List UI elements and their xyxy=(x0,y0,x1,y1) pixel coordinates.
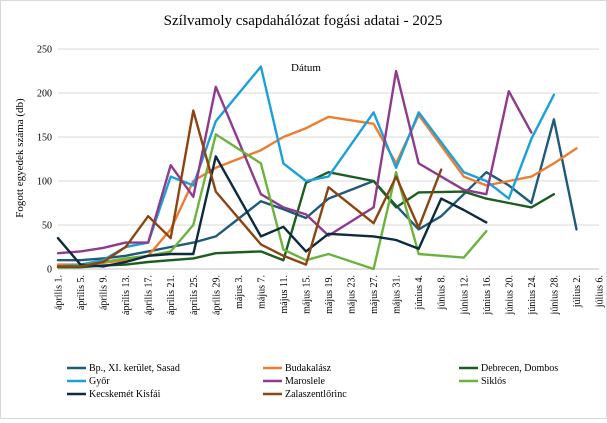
x-tick-label: május 19. xyxy=(324,275,335,314)
x-tick-label: július 6. xyxy=(595,275,606,308)
x-tick-label: május 11. xyxy=(279,275,290,314)
x-tick-label: április 13. xyxy=(121,275,132,315)
legend-label: Zalaszentlőrinc xyxy=(285,389,347,400)
x-tick-label: április 29. xyxy=(211,275,222,315)
x-tick-label: április 9. xyxy=(99,275,110,310)
y-axis-label: Fogott egyedek száma (db) xyxy=(14,98,26,218)
x-tick-label: április 25. xyxy=(189,275,200,315)
x-tick-label: június 4. xyxy=(414,275,425,310)
series-line-2 xyxy=(56,170,556,269)
y-tick-label: 150 xyxy=(37,133,52,144)
x-tick-label: május 15. xyxy=(301,275,312,314)
x-tick-label: június 24. xyxy=(527,275,538,315)
y-tick-label: 100 xyxy=(37,177,52,188)
legend-label: Maroslele xyxy=(285,376,326,387)
legend-label: Budakalász xyxy=(285,363,332,374)
y-tick-label: 250 xyxy=(37,45,52,56)
x-tick-label: május 7. xyxy=(256,275,267,309)
legend: Bp., XI. kerület, Sasad Budakalász Debrece… xyxy=(67,363,558,400)
x-tick-label: május 23. xyxy=(347,275,358,314)
x-tick-label: április 1. xyxy=(54,275,65,310)
series-line-4 xyxy=(56,69,533,255)
legend-label: Debrecen, Dombos xyxy=(481,363,558,374)
x-tick-label: május 27. xyxy=(369,275,380,314)
x-tick-label: április 21. xyxy=(166,275,177,315)
x-tick-label: június 8. xyxy=(437,275,448,310)
x-tick-label: július 2. xyxy=(572,275,583,308)
x-tick-label: június 16. xyxy=(482,275,493,315)
x-tick-label: június 20. xyxy=(504,275,515,315)
x-tick-label: május 31. xyxy=(392,275,403,314)
y-tick-label: 0 xyxy=(47,265,52,276)
legend-label: Bp., XI. kerület, Sasad xyxy=(89,363,180,374)
series-line-0 xyxy=(56,118,578,262)
series-line-7 xyxy=(56,109,443,268)
x-tick-label: április 17. xyxy=(144,275,155,315)
legend-label: Kecskemét Kisfái xyxy=(89,389,161,400)
series-line-5 xyxy=(56,133,488,271)
legend-label: Győr xyxy=(89,376,110,387)
series-line-3 xyxy=(56,65,556,268)
chart-title: Szílvamoly csapdahálózat fogási adatai -… xyxy=(164,13,443,29)
x-axis-ticks: április 1. április 5. április 9. április 13… xyxy=(54,275,606,315)
x-tick-label: június 28. xyxy=(549,275,560,315)
x-tick-label: május 3. xyxy=(234,275,245,309)
legend-label: Siklós xyxy=(481,376,506,387)
x-tick-label: április 5. xyxy=(76,275,87,310)
x-axis-label: Dátum xyxy=(291,62,321,74)
series-lines xyxy=(56,65,578,271)
series-line-6 xyxy=(56,155,488,268)
y-axis-ticks: 0 50 100 150 200 250 xyxy=(37,45,52,276)
y-tick-label: 50 xyxy=(42,221,52,232)
grid xyxy=(58,48,599,270)
y-tick-label: 200 xyxy=(37,89,52,100)
x-tick-label: június 12. xyxy=(459,275,470,315)
